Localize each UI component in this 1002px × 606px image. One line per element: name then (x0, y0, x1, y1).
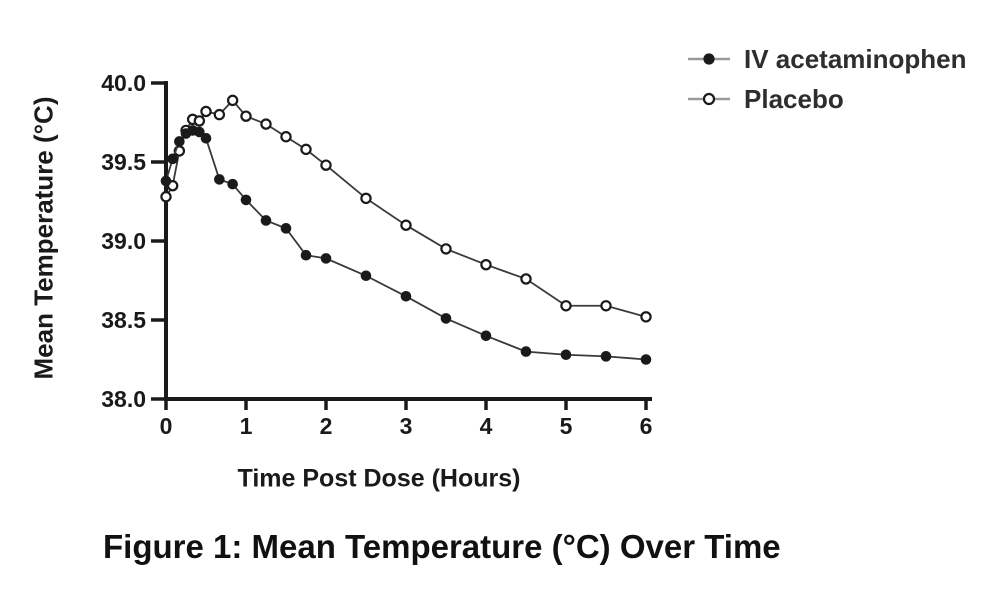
series-iv-acetaminophen-point (174, 136, 185, 147)
series-iv-acetaminophen-point (260, 215, 272, 226)
legend-item-iv-acetaminophen: IV acetaminophen (686, 44, 967, 74)
series-placebo-point (300, 143, 312, 156)
series-iv-acetaminophen-point (480, 330, 492, 342)
y-tick-label: 39.0 (101, 228, 146, 254)
x-tick-label: 2 (320, 413, 333, 439)
series-iv-acetaminophen-point (214, 174, 225, 185)
series-placebo-point (440, 243, 452, 255)
x-tick-label: 6 (640, 413, 653, 439)
y-tick-label: 40.0 (101, 70, 146, 96)
series-iv-acetaminophen-point (640, 354, 652, 365)
series-iv-acetaminophen-point (560, 349, 572, 361)
figure-caption: Figure 1: Mean Temperature (°C) Over Tim… (103, 528, 781, 565)
legend-label-placebo: Placebo (744, 83, 844, 114)
series-placebo-line (165, 99, 647, 318)
series-iv-acetaminophen-point (167, 153, 178, 165)
series-placebo-point (400, 219, 412, 231)
y-axis-label: Mean Temperature (°C) (28, 96, 59, 380)
series-placebo-point (280, 131, 292, 143)
series-placebo-point (213, 108, 226, 121)
series-placebo-point (480, 259, 492, 271)
series-iv-acetaminophen-point (240, 194, 252, 206)
series-iv-acetaminophen-point (194, 126, 205, 138)
series-placebo-point (640, 311, 652, 323)
series-iv-acetaminophen-point (440, 313, 452, 324)
y-tick-label: 39.5 (101, 149, 146, 175)
y-tick-label: 38.5 (101, 307, 146, 333)
series-placebo-point (560, 300, 572, 312)
legend: IV acetaminophen Placebo (686, 44, 967, 114)
x-tick-label: 0 (160, 413, 173, 439)
series-iv-acetaminophen-point (320, 253, 332, 264)
series-iv-acetaminophen-point (200, 133, 212, 144)
series-placebo-point (520, 273, 532, 285)
series-placebo-point (160, 191, 172, 203)
legend-item-placebo: Placebo (686, 84, 967, 114)
series-iv-acetaminophen-point (227, 178, 238, 190)
series-iv-acetaminophen-line (165, 129, 647, 361)
series-placebo-point (360, 192, 372, 205)
series-iv-acetaminophen-point (280, 223, 292, 234)
series-placebo-point (200, 105, 212, 118)
series-iv-acetaminophen-point (400, 291, 412, 302)
x-tick-label: 3 (400, 413, 413, 439)
series-placebo-point (260, 118, 272, 130)
open-circle-marker-icon (688, 92, 730, 106)
x-tick-label: 1 (240, 413, 253, 439)
series-placebo-point (600, 300, 612, 312)
series-iv-acetaminophen-point (300, 249, 312, 261)
series-placebo-point (193, 115, 206, 127)
series-placebo-point (240, 110, 252, 122)
filled-circle-marker-icon (688, 53, 730, 65)
y-tick-label: 38.0 (101, 386, 146, 412)
series-iv-acetaminophen-point (160, 175, 172, 187)
series-placebo-point (226, 94, 239, 107)
series-iv-acetaminophen-point (360, 270, 372, 282)
legend-label-iv-acetaminophen: IV acetaminophen (744, 43, 967, 74)
series-iv-acetaminophen-point (600, 351, 612, 362)
series-iv-acetaminophen-point (520, 346, 532, 357)
series-placebo-point (320, 159, 332, 171)
x-axis-label: Time Post Dose (Hours) (237, 464, 521, 493)
x-tick-label: 5 (560, 413, 573, 439)
x-tick-label: 4 (480, 413, 493, 439)
